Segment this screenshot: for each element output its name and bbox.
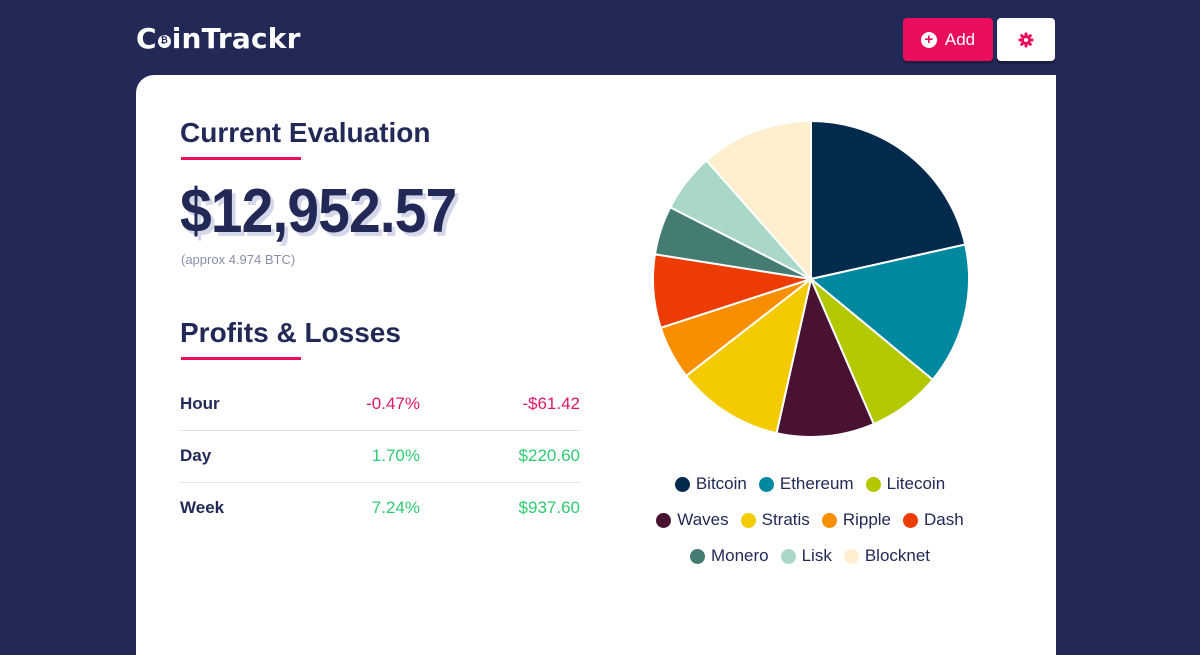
legend-swatch xyxy=(821,512,837,528)
legend-item-dash: Dash xyxy=(903,510,964,530)
legend-swatch xyxy=(656,512,672,528)
legend-label: Lisk xyxy=(801,546,832,565)
legend-swatch xyxy=(865,476,881,492)
legend-swatch xyxy=(843,548,859,564)
app-logo[interactable]: C ₿ inTrackr xyxy=(136,22,301,55)
legend-item-stratis: Stratis xyxy=(740,510,810,530)
legend-row-1: Bitcoin Ethereum Litecoin xyxy=(610,474,1010,494)
legend-swatch xyxy=(780,548,796,564)
title-underline xyxy=(181,357,301,360)
legend-label: Ethereum xyxy=(779,474,854,493)
legend-item-waves: Waves xyxy=(656,510,729,530)
legend-row-2: Waves Stratis Ripple Dash xyxy=(610,510,1010,530)
pl-row-hour: Hour -0.47% -$61.42 xyxy=(180,378,580,431)
current-evaluation-title: Current Evaluation xyxy=(180,117,431,148)
pl-amount: -$61.42 xyxy=(522,394,580,413)
legend-item-lisk: Lisk xyxy=(780,546,832,566)
pl-percent: 7.24% xyxy=(371,498,420,517)
legend-swatch xyxy=(689,548,705,564)
pl-percent: -0.47% xyxy=(366,394,420,413)
legend-swatch xyxy=(740,512,756,528)
legend-item-blocknet: Blocknet xyxy=(843,546,931,566)
add-button[interactable]: + Add xyxy=(903,18,993,61)
pl-period-label: Week xyxy=(180,498,225,517)
plus-circle-icon: + xyxy=(920,31,937,48)
pl-row-day: Day 1.70% $220.60 xyxy=(180,430,580,483)
gear-icon xyxy=(1018,32,1034,47)
pie-slice-waves[interactable] xyxy=(775,275,876,438)
pl-period-label: Hour xyxy=(180,394,220,413)
pie-slice-stratis[interactable] xyxy=(684,276,813,435)
legend-label: Waves xyxy=(677,510,729,529)
pl-amount: $220.60 xyxy=(518,446,580,465)
pl-percent: 1.70% xyxy=(371,446,420,465)
legend-label: Litecoin xyxy=(886,474,946,493)
legend-label: Blocknet xyxy=(864,546,931,565)
legend-swatch xyxy=(758,476,774,492)
settings-button[interactable] xyxy=(997,18,1055,61)
legend-label: Monero xyxy=(710,546,769,565)
bitcoin-coin-icon: ₿ xyxy=(157,35,171,48)
legend-item-ethereum: Ethereum xyxy=(758,474,854,494)
pie-slice-bitcoin[interactable] xyxy=(810,119,967,281)
pie-slice-blocknet[interactable] xyxy=(705,119,812,282)
profits-losses-title: Profits & Losses xyxy=(180,317,401,348)
approx-btc: (approx 4.974 BTC) xyxy=(181,252,296,267)
portfolio-value: $12,952.57 xyxy=(180,177,457,246)
legend-label: Stratis xyxy=(761,510,810,529)
legend-label: Dash xyxy=(924,510,964,529)
legend-row-3: Monero Lisk Blocknet xyxy=(610,546,1010,566)
legend-item-monero: Monero xyxy=(689,546,769,566)
pl-row-week: Week 7.24% $937.60 xyxy=(180,482,580,534)
allocation-pie-chart xyxy=(652,119,970,438)
legend-label: Ripple xyxy=(842,510,892,529)
pl-amount: $937.60 xyxy=(518,498,580,517)
title-underline xyxy=(181,157,301,160)
pl-period-label: Day xyxy=(180,446,212,465)
logo-suffix: inTrackr xyxy=(171,22,301,55)
legend-item-litecoin: Litecoin xyxy=(865,474,946,494)
legend-item-ripple: Ripple xyxy=(821,510,892,530)
legend-swatch xyxy=(674,476,690,492)
legend-item-bitcoin: Bitcoin xyxy=(674,474,747,494)
add-button-label: Add xyxy=(944,29,976,49)
logo-prefix: C xyxy=(136,22,157,55)
legend-swatch xyxy=(903,512,919,528)
legend-label: Bitcoin xyxy=(695,474,747,493)
pie-slice-ethereum[interactable] xyxy=(808,243,970,382)
